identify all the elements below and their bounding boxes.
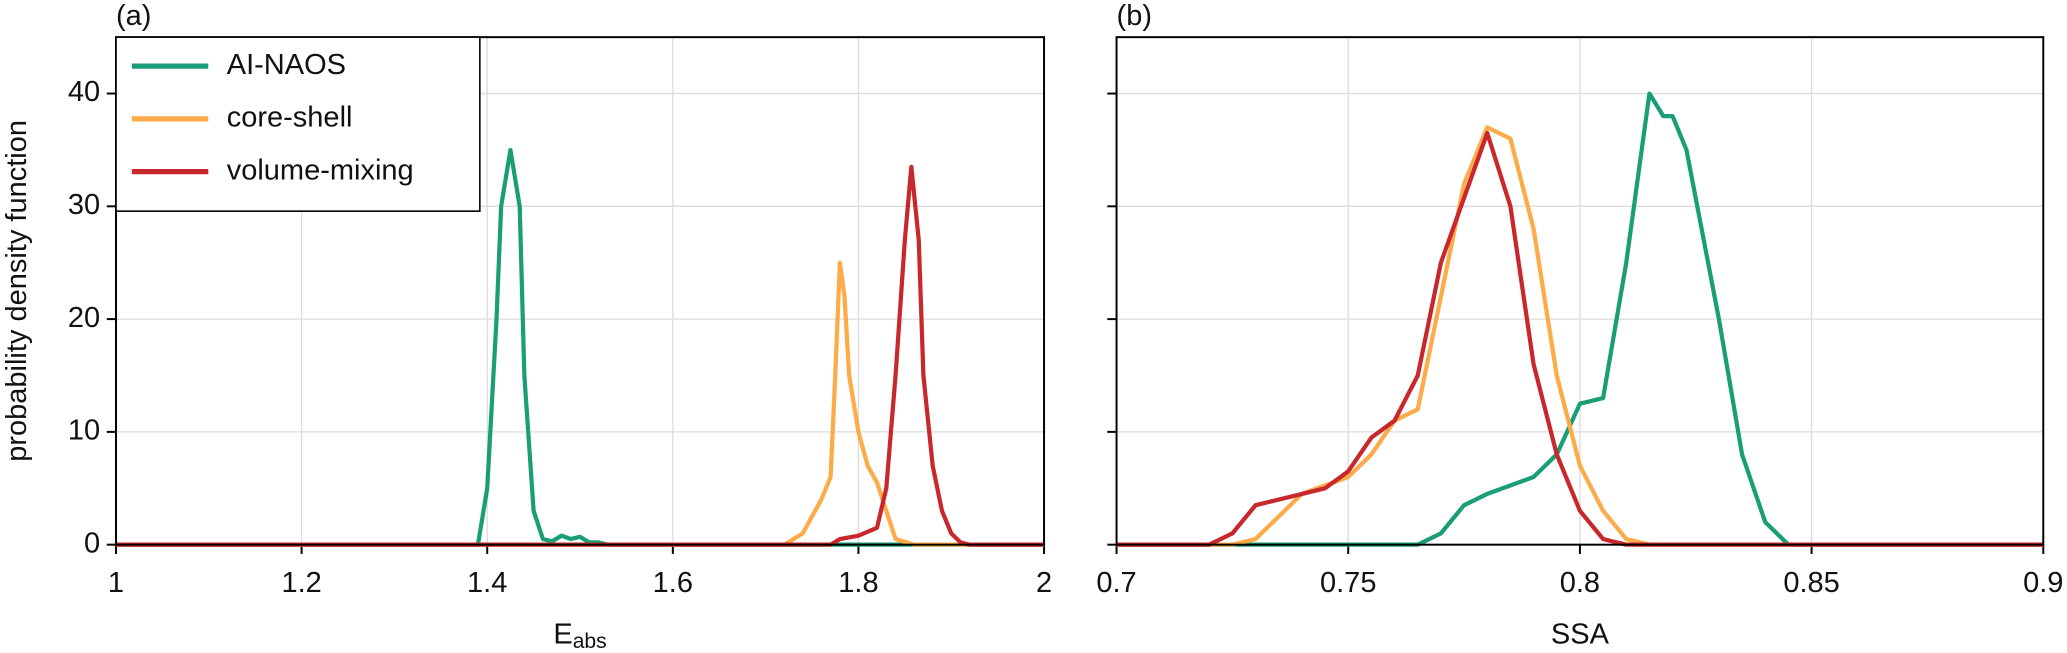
legend-label: AI-NAOS bbox=[227, 49, 346, 81]
x-axis-label-main: E bbox=[553, 618, 572, 650]
y-tick-label: 0 bbox=[84, 527, 100, 559]
x-axis-label-sub: abs bbox=[573, 630, 607, 653]
legend-label: volume-mixing bbox=[227, 154, 414, 186]
x-tick-label: 1.6 bbox=[653, 567, 693, 599]
x-axis-label: Eabs bbox=[553, 618, 606, 653]
data-line bbox=[116, 260, 1045, 547]
x-axis-label: SSA bbox=[1551, 618, 1610, 650]
x-tick-label: 0.9 bbox=[2023, 567, 2063, 599]
legend-label: core-shell bbox=[227, 102, 353, 134]
panel-label: (a) bbox=[116, 0, 151, 32]
x-tick-label: 0.8 bbox=[1560, 567, 1600, 599]
x-tick-label: 1.8 bbox=[838, 567, 878, 599]
y-tick-label: 10 bbox=[68, 415, 100, 447]
y-axis-label: probability density function bbox=[1, 120, 33, 462]
x-axis-label-main: SSA bbox=[1551, 618, 1610, 650]
data-line bbox=[116, 164, 1045, 547]
x-tick-label: 0.75 bbox=[1320, 567, 1376, 599]
plot-frame bbox=[1115, 36, 2045, 546]
x-tick-label: 0.7 bbox=[1096, 567, 1136, 599]
x-tick-label: 1 bbox=[108, 567, 124, 599]
data-line bbox=[1116, 91, 2044, 547]
x-tick-label: 1.2 bbox=[281, 567, 321, 599]
data-line bbox=[1116, 130, 2044, 547]
y-tick-label: 20 bbox=[68, 302, 100, 334]
x-tick-label: 1.4 bbox=[467, 567, 507, 599]
x-tick-label: 2 bbox=[1036, 567, 1052, 599]
y-tick-label: 40 bbox=[68, 76, 100, 108]
y-tick-label: 30 bbox=[68, 189, 100, 221]
data-line bbox=[1116, 125, 2044, 547]
plot-frame bbox=[115, 36, 1046, 546]
data-line bbox=[116, 147, 1045, 547]
x-tick-label: 0.85 bbox=[1783, 567, 1839, 599]
panel-label: (b) bbox=[1117, 0, 1152, 32]
